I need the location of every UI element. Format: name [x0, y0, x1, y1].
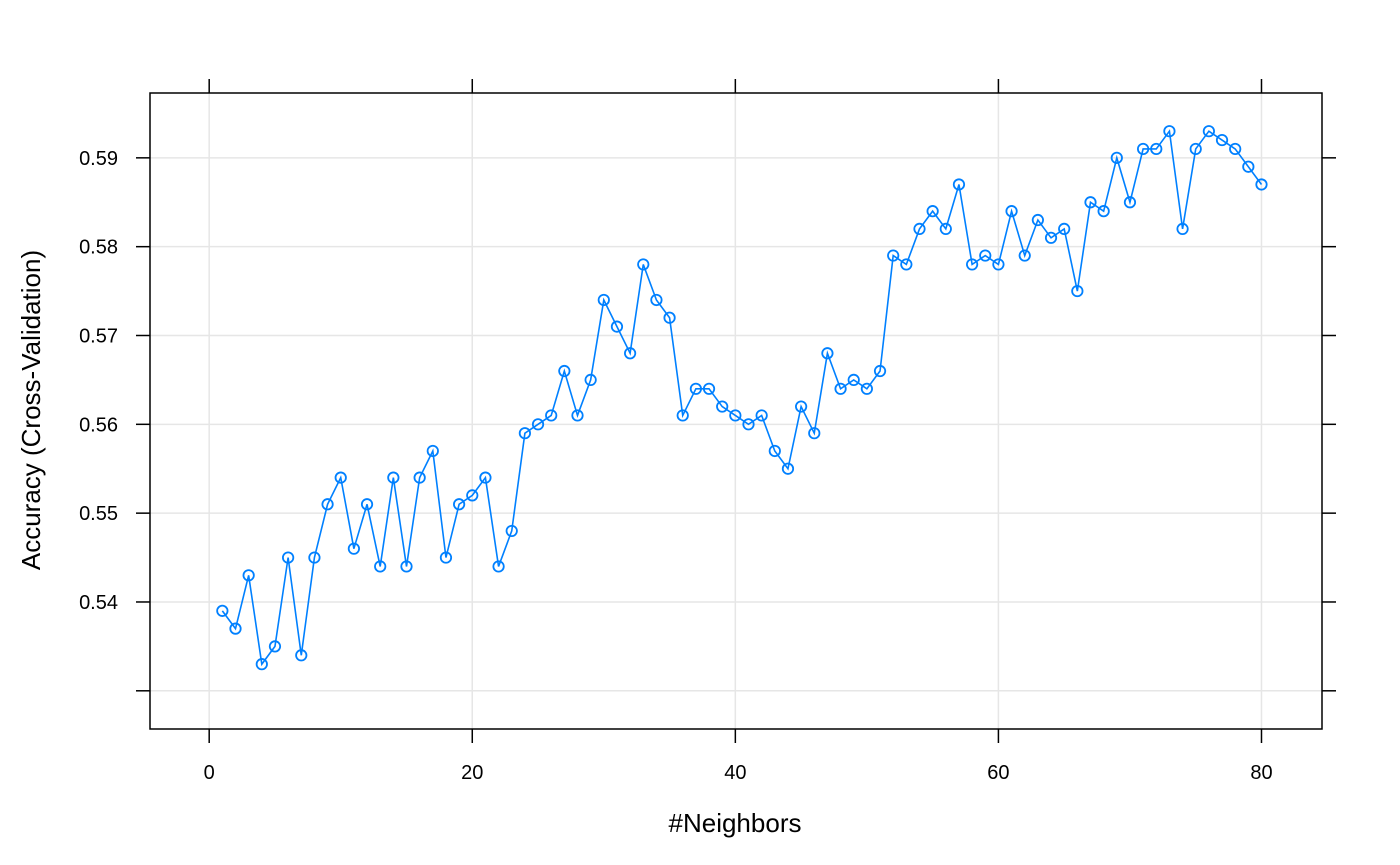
data-point: [702, 382, 716, 395]
data-point: [255, 658, 268, 671]
data-point: [808, 427, 821, 440]
data-point: [650, 293, 663, 307]
data-point: [1202, 125, 1215, 138]
data-point: [637, 258, 650, 271]
y-axis-title: Accuracy (Cross-Validation): [16, 250, 46, 570]
data-point: [939, 222, 952, 236]
data-point: [663, 311, 676, 324]
x-tick-label: 60: [987, 762, 1009, 784]
data-point: [1189, 142, 1202, 156]
data-point: [1018, 249, 1031, 262]
data-point: [1071, 284, 1084, 298]
data-point: [1058, 222, 1071, 236]
data-point: [282, 551, 295, 564]
data-point: [887, 249, 900, 262]
data-point: [913, 222, 926, 236]
data-point: [518, 427, 531, 440]
grid: [150, 93, 1322, 729]
x-axis-title: #Neighbors: [669, 808, 802, 838]
data-point: [597, 293, 610, 307]
data-point: [216, 604, 229, 617]
data-point: [1255, 178, 1268, 191]
data-point: [242, 569, 255, 582]
data-point: [992, 258, 1005, 271]
accuracy-series: [216, 125, 1268, 671]
x-tick-label: 0: [204, 762, 215, 784]
data-point: [1084, 196, 1097, 209]
data-point: [479, 471, 492, 484]
data-point: [860, 382, 873, 395]
data-point: [1005, 205, 1018, 218]
data-point: [926, 205, 939, 218]
x-tick-label: 40: [724, 762, 746, 784]
y-tick-label: 0.55: [79, 503, 118, 525]
data-point: [439, 551, 453, 564]
data-point: [492, 560, 505, 573]
data-point: [1031, 213, 1044, 227]
x-tick-label: 20: [461, 762, 483, 784]
data-point: [413, 471, 426, 484]
data-point: [1242, 160, 1255, 173]
data-point: [1110, 151, 1123, 164]
data-point: [453, 498, 466, 511]
data-point: [308, 551, 321, 564]
data-point: [716, 400, 729, 413]
data-point: [742, 418, 755, 431]
data-point: [952, 178, 966, 191]
data-point: [966, 258, 979, 271]
data-point: [268, 640, 282, 653]
data-point: [847, 373, 860, 387]
data-point: [505, 524, 518, 538]
data-point: [624, 347, 637, 360]
y-tick-label: 0.57: [79, 325, 118, 347]
y-tick-label: 0.59: [79, 148, 118, 170]
data-point: [558, 364, 571, 378]
data-point: [1176, 222, 1189, 236]
data-point: [347, 542, 360, 555]
axes: 0 20 40 60 80 0.54 0.55 0.56 0.57 0.58 0.59: [79, 79, 1336, 784]
data-point: [1097, 205, 1110, 218]
data-point: [873, 364, 887, 378]
data-point: [1150, 142, 1163, 156]
data-point: [400, 560, 413, 573]
data-point: [229, 622, 242, 635]
data-point: [755, 409, 768, 422]
data-point: [676, 409, 689, 422]
data-point: [834, 382, 847, 395]
data-point: [729, 409, 742, 422]
data-point: [321, 498, 334, 511]
data-point: [584, 373, 597, 387]
data-point: [1123, 196, 1137, 209]
data-point: [295, 649, 308, 662]
data-point: [360, 498, 374, 511]
data-point: [1215, 133, 1229, 147]
data-point: [900, 258, 913, 271]
data-point: [466, 489, 479, 502]
data-point: [768, 444, 781, 458]
data-point: [1044, 231, 1058, 244]
data-point: [821, 347, 834, 360]
data-point: [781, 462, 795, 475]
y-tick-label: 0.58: [79, 237, 118, 259]
data-point: [1137, 142, 1150, 156]
data-point: [387, 471, 400, 484]
y-tick-label: 0.54: [79, 592, 118, 614]
data-point: [979, 249, 992, 262]
data-point: [571, 409, 584, 422]
data-point: [545, 409, 558, 422]
data-point: [1229, 142, 1242, 156]
accuracy-line: [221, 129, 1263, 667]
data-point: [1163, 125, 1176, 138]
data-point: [531, 418, 545, 431]
data-point: [689, 382, 702, 395]
x-tick-label: 80: [1250, 762, 1272, 784]
data-point: [334, 471, 347, 484]
data-point: [374, 560, 387, 573]
data-point: [610, 320, 624, 333]
y-tick-label: 0.56: [79, 414, 118, 436]
data-point: [795, 400, 808, 413]
data-point: [426, 444, 439, 458]
